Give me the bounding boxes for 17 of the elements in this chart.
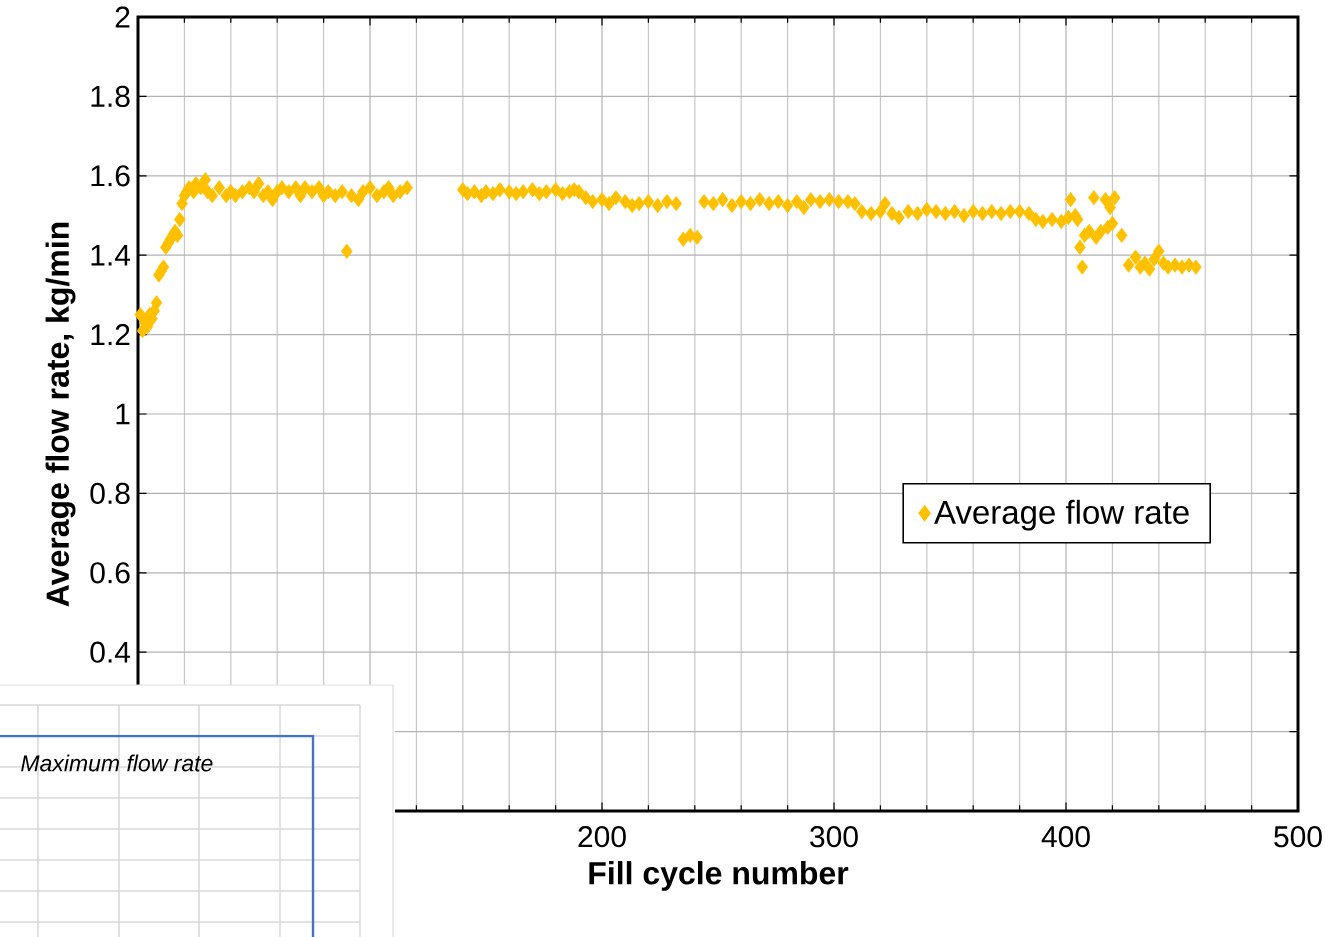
x-tick-label: 500 — [1274, 826, 1322, 848]
y-tick-label: 0.8 — [90, 482, 130, 505]
y-tick-label: 0.4 — [90, 641, 131, 663]
y-tick-label: 0.6 — [90, 562, 130, 584]
y-tick-label: 1.4 — [91, 244, 131, 266]
y-tick-label: 1.2 — [91, 324, 130, 346]
annotation: Maximum flow rate — [21, 754, 213, 772]
y-tick-label: 2 — [115, 6, 130, 28]
x-tick-label: 400 — [1041, 826, 1090, 848]
x-tick-label: 300 — [810, 826, 858, 848]
y-axis-title: Average flow rate, kg/min — [45, 222, 76, 607]
y-tick-label: 1.6 — [91, 165, 130, 187]
x-tick-label: 200 — [578, 826, 626, 848]
x-axis-title: Fill cycle number — [589, 861, 849, 891]
y-tick-label: 1 — [116, 403, 130, 425]
legend-label: Average flow rate — [934, 499, 1189, 531]
y-tick-label: 1.8 — [91, 85, 130, 107]
